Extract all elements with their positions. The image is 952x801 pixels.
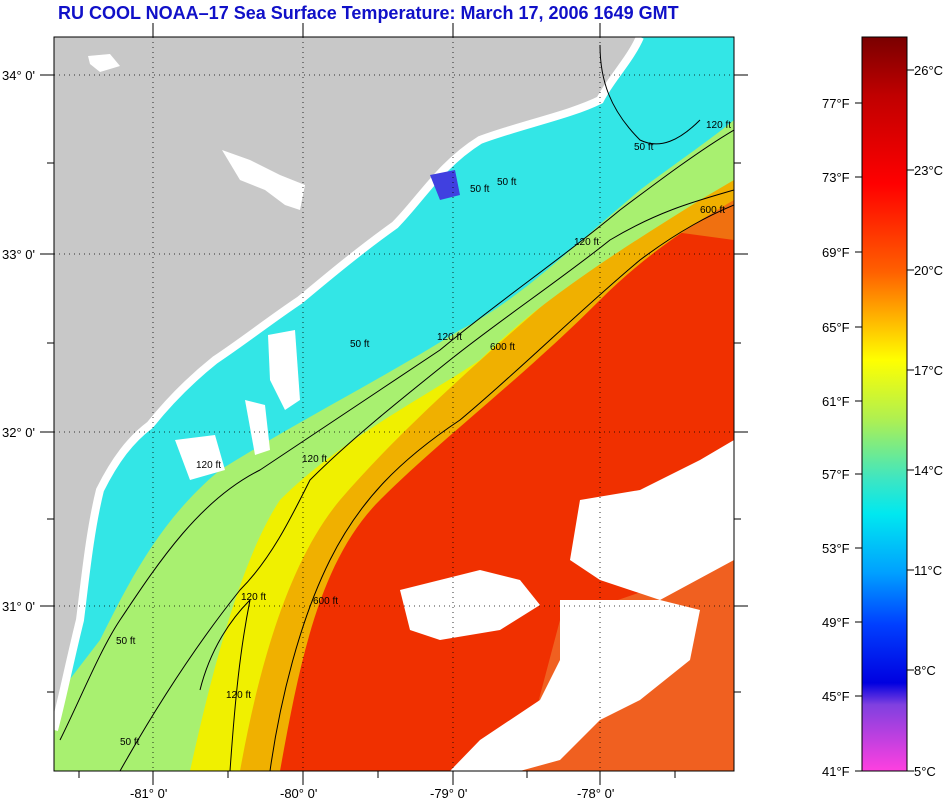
map-field (54, 37, 734, 771)
celsius-label: 20°C (914, 263, 943, 278)
lat-label: 34° 0' (2, 68, 35, 83)
lon-label: -81° 0' (130, 786, 167, 801)
colorbar-ticks (855, 69, 914, 772)
celsius-label: 14°C (914, 463, 943, 478)
colorbar-gradient (861, 36, 908, 772)
contour-label: 600 ft (313, 596, 338, 607)
nearshore-cloud-3 (245, 400, 270, 455)
contour-label: 120 ft (196, 460, 221, 471)
contour-labels: 50 ft 120 ft 600 ft 120 ft 50 ft 120 ft … (116, 120, 731, 748)
map-frame (53, 36, 735, 772)
fahrenheit-label: 73°F (822, 170, 850, 185)
contour-label: 120 ft (241, 592, 266, 603)
fahrenheit-label: 61°F (822, 394, 850, 409)
fahrenheit-label: 45°F (822, 689, 850, 704)
contour-label: 120 ft (574, 237, 599, 248)
land-carolinas-georgia (54, 37, 640, 730)
contour-label: 120 ft (302, 454, 327, 465)
fahrenheit-label: 77°F (822, 96, 850, 111)
contour-label: 600 ft (490, 342, 515, 353)
contour-label: 50 ft (120, 737, 140, 748)
offshore-cloud-2 (400, 570, 540, 640)
contour-120ft-south (199, 598, 251, 771)
lat-label: 32° 0' (2, 425, 35, 440)
cold-spot (430, 170, 460, 200)
lat-label: 33° 0' (2, 247, 35, 262)
fahrenheit-label: 53°F (822, 541, 850, 556)
contour-label: 600 ft (700, 205, 725, 216)
contour-50ft-north (599, 44, 701, 145)
contour-label: 50 ft (497, 177, 517, 188)
contour-label: 120 ft (226, 690, 251, 701)
inland-lake (88, 54, 120, 72)
fahrenheit-label: 49°F (822, 615, 850, 630)
axis-ticks (40, 23, 748, 785)
contour-600ft (269, 204, 734, 771)
contour-120ft (59, 129, 734, 741)
contour-label: 50 ft (470, 184, 490, 195)
map-title: RU COOL NOAA–17 Sea Surface Temperature:… (58, 3, 679, 23)
nearshore-cloud-2 (175, 435, 225, 480)
celsius-label: 23°C (914, 163, 943, 178)
lon-label: -80° 0' (280, 786, 317, 801)
celsius-label: 17°C (914, 363, 943, 378)
fahrenheit-label: 57°F (822, 467, 850, 482)
graticule (54, 37, 734, 771)
celsius-label: 5°C (914, 764, 936, 779)
contour-label: 120 ft (437, 332, 462, 343)
fahrenheit-label: 69°F (822, 245, 850, 260)
inland-cloud (222, 150, 305, 210)
contour-label: 120 ft (706, 120, 731, 131)
contour-label: 50 ft (634, 142, 654, 153)
celsius-label: 11°C (914, 563, 942, 578)
celsius-label: 8°C (914, 663, 936, 678)
fahrenheit-label: 41°F (822, 764, 850, 779)
offshore-cloud-3 (450, 600, 700, 771)
offshore-cloud-1 (570, 440, 734, 600)
lon-label: -78° 0' (577, 786, 614, 801)
contour-label: 50 ft (116, 636, 136, 647)
contour-120ft-outer (119, 189, 734, 771)
fahrenheit-label: 65°F (822, 320, 850, 335)
contour-label: 50 ft (350, 339, 370, 350)
lat-label: 31° 0' (2, 599, 35, 614)
lon-label: -79° 0' (430, 786, 467, 801)
celsius-label: 26°C (914, 63, 943, 78)
nearshore-cloud-1 (268, 330, 300, 410)
coastline (54, 37, 644, 732)
